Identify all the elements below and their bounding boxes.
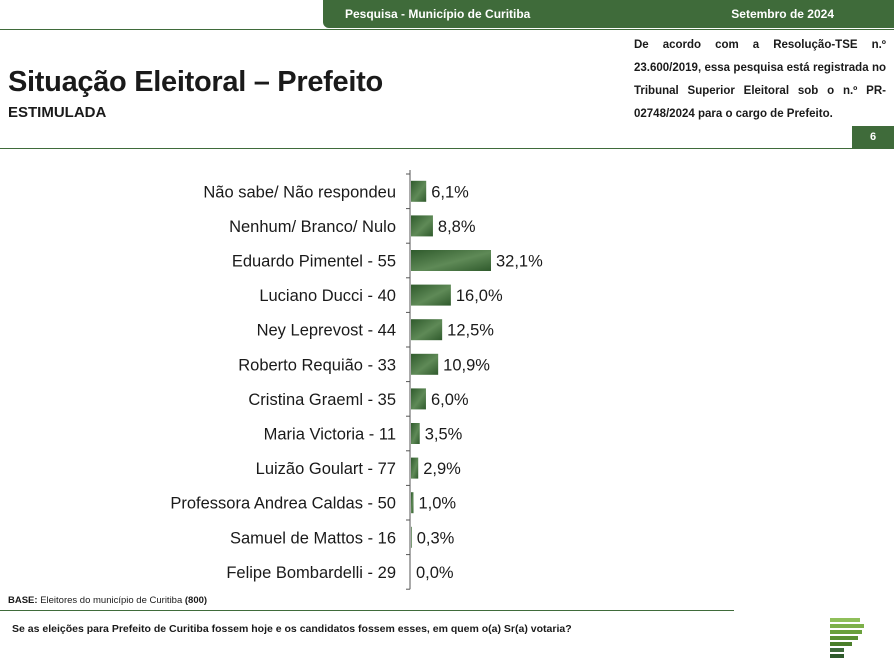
category-label: Eduardo Pimentel - 55 [232, 253, 396, 271]
data-label: 16,0% [456, 287, 503, 305]
category-label: Ney Leprevost - 44 [257, 322, 396, 340]
data-label: 3,5% [425, 426, 463, 444]
category-label: Cristina Graeml - 35 [248, 391, 396, 409]
base-text: Eleitores do município de Curitiba [40, 595, 183, 606]
data-label: 0,3% [417, 529, 455, 547]
page-number: 6 [852, 126, 894, 149]
base-label: BASE: [8, 595, 38, 606]
bar [411, 492, 414, 514]
bar-chart: Não sabe/ Não respondeu 6,1% Nenhum/ Branc… [170, 170, 543, 590]
bar [411, 457, 419, 479]
top-banner: Pesquisa - Município de Curitiba Setembr… [323, 0, 894, 28]
bar [411, 388, 426, 410]
category-label: Não sabe/ Não respondeu [203, 183, 396, 201]
bar [411, 180, 427, 202]
top-rule [0, 29, 894, 30]
bar [411, 215, 433, 237]
category-label: Luizão Goulart - 77 [256, 460, 396, 478]
bar [411, 526, 412, 548]
data-label: 32,1% [496, 253, 543, 271]
bar [411, 319, 443, 341]
header-rule [0, 148, 852, 149]
footer-rule [0, 610, 734, 611]
category-label: Maria Victoria - 11 [264, 426, 396, 444]
survey-date: Setembro de 2024 [731, 7, 834, 21]
data-label: 1,0% [418, 495, 456, 513]
data-label: 10,9% [443, 356, 490, 374]
category-label: Professora Andrea Caldas - 50 [170, 495, 396, 513]
category-label: Felipe Bombardelli - 29 [226, 564, 396, 582]
company-logo [830, 618, 864, 658]
page-title: Situação Eleitoral – Prefeito [8, 66, 383, 98]
bar [411, 353, 439, 375]
category-label: Samuel de Mattos - 16 [230, 529, 396, 547]
bar [411, 284, 451, 306]
category-label: Roberto Requião - 33 [238, 356, 396, 374]
survey-question: Se as eleições para Prefeito de Curitiba… [12, 623, 572, 635]
data-label: 12,5% [447, 322, 494, 340]
page-subtitle: ESTIMULADA [8, 104, 107, 121]
data-label: 0,0% [416, 564, 454, 582]
data-label: 8,8% [438, 218, 476, 236]
bar [411, 423, 420, 444]
bar [411, 250, 491, 271]
category-label: Luciano Ducci - 40 [259, 287, 396, 305]
survey-label: Pesquisa - Município de Curitiba [345, 7, 531, 21]
data-label: 6,0% [431, 391, 469, 409]
base-count: (800) [184, 595, 208, 606]
registration-note: De acordo com a Resolução-TSE n.º 23.600… [634, 39, 886, 120]
base-note: BASE: Eleitores do município de Curitiba… [8, 595, 207, 606]
category-label: Nenhum/ Branco/ Nulo [229, 218, 396, 236]
data-label: 2,9% [423, 460, 461, 478]
data-label: 6,1% [431, 183, 469, 201]
